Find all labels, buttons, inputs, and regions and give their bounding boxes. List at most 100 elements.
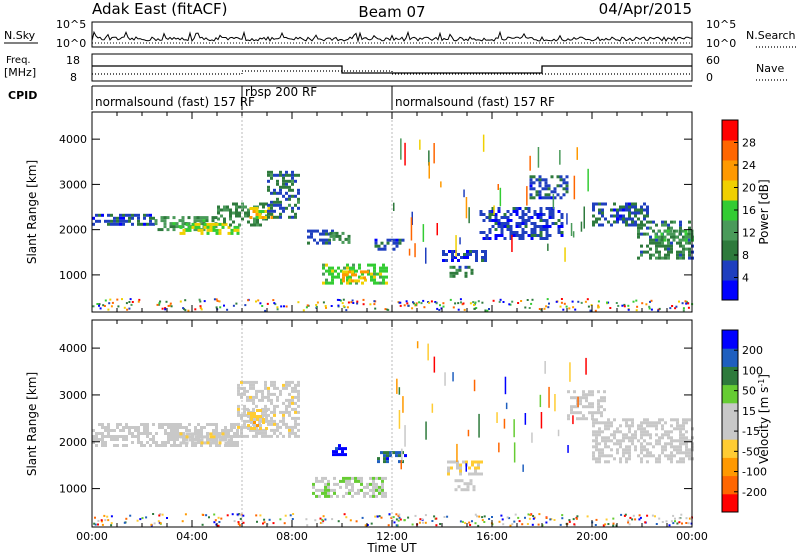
x-axis-label: Time UT: [366, 541, 417, 554]
beam-label: Beam 07: [358, 3, 425, 21]
power-echo-region-16: [592, 202, 649, 227]
cpid-label: CPID: [8, 89, 37, 102]
power-colorbar-tick-5: 12: [742, 227, 756, 240]
velocity-colorbar-tick-3: 50: [742, 385, 756, 398]
power-colorbar-scale: 28 24 20 16 12 8 4: [721, 119, 756, 301]
power-colorbar-tick-2: 24: [742, 159, 756, 172]
power-colorbar-tick-7: 4: [742, 272, 749, 285]
freq-panel: Freq. [MHz] 18 8 60 0 Nave: [4, 53, 788, 84]
velocity-colorbar-tick-8: -200: [742, 486, 767, 499]
nsky-panel: N.Sky 10^5 10^0 10^5 10^0 N.Search: [4, 18, 796, 50]
power-colorbar-tick-3: 20: [742, 182, 756, 195]
nave-tick-bottom: 0: [706, 71, 713, 84]
x-tick-label-3: 08:00: [276, 530, 308, 543]
power-y-axis: 1000 2000 3000 4000: [59, 133, 692, 282]
x-tick-label-5: 16:00: [476, 530, 508, 543]
velocity-streaks: [396, 341, 587, 472]
velocity-colorbar-tick-4: 15: [742, 405, 756, 418]
velocity-colorbar-tick-1: 200: [742, 344, 763, 357]
power-echo-region-15: [529, 175, 569, 200]
power-echo-region-8: [329, 231, 351, 244]
power-colorbar-label: Power [dB]: [757, 179, 771, 244]
nave-label: Nave: [756, 62, 784, 75]
velocity-ylabel: Slant Range [km]: [25, 372, 39, 476]
nave-line: [92, 70, 692, 75]
x-tick-label-4: 12:00: [376, 530, 408, 543]
cpid-segment-1: normalsound (fast) 157 RF: [95, 95, 255, 109]
power-echo-region-13: [449, 265, 474, 278]
power-echo-region-12: [442, 250, 487, 262]
velocity-echo-region-2: [179, 432, 231, 445]
nsky-tick-top: 10^5: [56, 18, 86, 31]
nsearch-label: N.Search: [746, 29, 796, 42]
velocity-colorbar: 200 100 50 15 -15 -50 -100 -200 Velocity [m s-1…: [721, 329, 772, 513]
x-tick-label-2: 04:00: [176, 530, 208, 543]
date-label: 04/Apr/2015: [599, 0, 692, 18]
velocity-y-axis: 1000 2000 3000 4000: [59, 342, 692, 496]
x-tick-label-7: 00:00: [676, 530, 708, 543]
velocity-colorbar-tick-6: -50: [742, 445, 760, 458]
power-echo-region-1: [92, 213, 155, 226]
power-ytick-1000: 1000: [59, 269, 87, 282]
x-tick-label-1: 00:00: [76, 530, 108, 543]
power-colorbar-tick-1: 28: [742, 137, 756, 150]
cpid-segment-2: rbsp 200 RF: [245, 85, 317, 99]
power-x-axis: [91, 112, 693, 312]
power-cells: [92, 112, 694, 312]
velocity-echo-region-4: [247, 409, 268, 430]
velocity-colorbar-scale: 200 100 50 15 -15 -50 -100 -200: [721, 329, 767, 513]
velocity-colorbar-tick-2: 100: [742, 364, 763, 377]
power-echo-region-11: [374, 238, 405, 251]
velocity-ytick-4000: 4000: [59, 342, 87, 355]
velocity-ytick-1000: 1000: [59, 483, 87, 496]
nave-tick-top: 60: [706, 54, 720, 67]
power-echo-region-3: [179, 222, 240, 235]
power-echo-region-10: [342, 270, 369, 283]
velocity-ytick-2000: 2000: [59, 436, 87, 449]
nsky-trace: [91, 30, 692, 44]
freq-trace: [92, 65, 692, 75]
cpid-segment-3: normalsound (fast) 157 RF: [395, 95, 555, 109]
power-echo-region-9: [322, 263, 388, 285]
freq-tick-bottom: 8: [70, 71, 77, 84]
power-colorbar: 28 24 20 16 12 8 4 Power [dB]: [721, 119, 771, 301]
plot-title: Adak East (fitACF): [92, 0, 227, 18]
freq-label: Freq.: [6, 55, 31, 66]
freq-unit: [MHz]: [4, 66, 36, 79]
velocity-echo-region-9: [454, 479, 476, 492]
power-ytick-4000: 4000: [59, 133, 87, 146]
power-ground-scatter: [92, 298, 694, 312]
power-echo-region-6: [267, 170, 300, 219]
cpid-row: CPID normalsound (fast) 157 RF rbsp 200 …: [8, 85, 692, 110]
freq-line: [92, 65, 692, 74]
velocity-echo-region-5: [332, 444, 347, 457]
power-ytick-3000: 3000: [59, 178, 87, 191]
power-echo-region-14: [479, 207, 564, 240]
velocity-panel: 1000 2000 3000 4000 00:00 04:00 08:00 12:00 16:…: [25, 319, 708, 554]
velocity-ytick-3000: 3000: [59, 389, 87, 402]
velocity-cells: [92, 320, 694, 527]
velocity-ground-scatter: [93, 513, 693, 527]
velocity-x-axis: 00:00 04:00 08:00 12:00 16:00 20:00 00:00: [76, 320, 708, 543]
nsky-right-tick-top: 10^5: [706, 18, 736, 31]
power-ylabel: Slant Range [km]: [25, 160, 39, 264]
x-tick-label-6: 20:00: [576, 530, 608, 543]
velocity-colorbar-tick-5: -15: [742, 425, 760, 438]
nsky-line: [91, 30, 692, 43]
nsky-tick-bottom: 10^0: [56, 37, 86, 50]
nsky-right-tick-bottom: 10^0: [706, 37, 736, 50]
velocity-echo-region-8: [447, 460, 483, 476]
power-colorbar-tick-6: 8: [742, 249, 749, 262]
velocity-colorbar-tick-7: -100: [742, 466, 767, 479]
power-streaks: [393, 134, 589, 264]
velocity-echo-region-3: [237, 380, 300, 438]
power-ytick-2000: 2000: [59, 224, 87, 237]
power-colorbar-tick-4: 16: [742, 204, 756, 217]
velocity-echo-region-6: [312, 476, 387, 498]
velocity-colorbar-label: Velocity [m s-1]: [757, 374, 772, 464]
freq-tick-top: 18: [66, 54, 80, 67]
velocity-echo-region-10: [592, 418, 694, 464]
nsky-label: N.Sky: [4, 29, 36, 42]
power-panel: 1000 2000 3000 4000 Slant Range [km]: [25, 111, 694, 313]
